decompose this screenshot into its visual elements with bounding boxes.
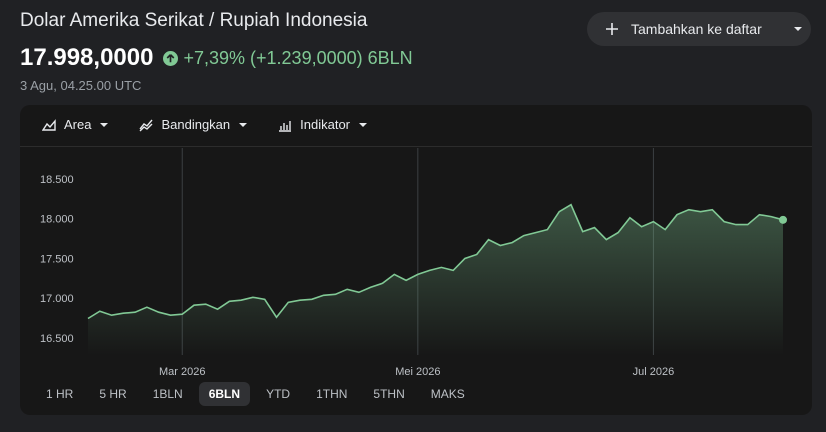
timestamp: 3 Agu, 04.25.00 UTC bbox=[20, 78, 142, 93]
up-icon bbox=[163, 50, 179, 66]
toolbar-label: Bandingkan bbox=[161, 117, 231, 132]
range-button[interactable]: MAKS bbox=[430, 387, 465, 401]
title: Dolar Amerika Serikat / Rupiah Indonesia bbox=[20, 10, 368, 31]
last-point bbox=[779, 215, 787, 224]
y-tick-label: 16.500 bbox=[40, 333, 74, 345]
plus-icon bbox=[606, 23, 618, 35]
change-percent: +7,39% bbox=[183, 47, 246, 68]
watchlist-button[interactable]: Tambahkan ke daftar bbox=[587, 12, 811, 46]
period: 6BLN bbox=[367, 47, 413, 68]
chart-card: Area Bandingkan Indikator 16.500 17.000 17.5… bbox=[20, 105, 812, 415]
toolbar-item[interactable]: Area bbox=[42, 117, 109, 132]
watchlist-label: Tambahkan ke daftar bbox=[631, 21, 762, 37]
y-tick-label: 18.500 bbox=[40, 174, 74, 186]
y-tick-label: 18.000 bbox=[40, 214, 74, 226]
change-value: (+1.239,0000) bbox=[250, 47, 363, 68]
price-row: 17.998,0000 +7,39% (+1.239,0000) 6BLN bbox=[20, 44, 413, 72]
separator bbox=[20, 146, 812, 147]
chart: 16.500 17.000 17.500 18.000 18.500 Mar 2026 Me… bbox=[40, 148, 787, 375]
dropdown-icon bbox=[100, 122, 109, 127]
range-button[interactable]: 1THN bbox=[316, 387, 348, 401]
price: 17.998,0000 bbox=[20, 44, 154, 71]
y-tick-label: 17.500 bbox=[40, 253, 74, 265]
change: +7,39% (+1.239,0000) 6BLN bbox=[163, 47, 413, 69]
tool-icon bbox=[139, 119, 154, 131]
toolbar-item[interactable]: Indikator bbox=[278, 117, 368, 132]
toolbar: Area Bandingkan Indikator bbox=[42, 117, 368, 132]
range-button[interactable]: 5 HR bbox=[99, 387, 127, 401]
range-button[interactable]: 1BLN bbox=[152, 387, 183, 401]
price-line bbox=[87, 203, 784, 320]
tool-icon bbox=[279, 120, 292, 132]
toolbar-item[interactable]: Bandingkan bbox=[139, 117, 248, 132]
tool-icon bbox=[42, 118, 56, 131]
x-tick-label: Mar 2026 bbox=[159, 366, 205, 375]
range-button[interactable]: 6BLN bbox=[198, 382, 251, 406]
dropdown-icon bbox=[793, 27, 802, 31]
dropdown-icon bbox=[239, 122, 248, 127]
range-bar: 1 HR 5 HR 1BLN 6BLN YTD 1THN 5THN MAKS bbox=[36, 382, 475, 406]
dropdown-icon bbox=[359, 122, 368, 127]
x-tick-label: Jul 2026 bbox=[633, 366, 675, 375]
range-button[interactable]: YTD bbox=[266, 387, 291, 401]
range-button[interactable]: 1 HR bbox=[46, 387, 74, 401]
toolbar-label: Indikator bbox=[300, 117, 351, 132]
area-fill bbox=[88, 204, 783, 355]
y-tick-label: 17.000 bbox=[40, 293, 74, 305]
range-button[interactable]: 5THN bbox=[373, 387, 405, 401]
x-tick-label: Mei 2026 bbox=[395, 366, 440, 375]
toolbar-label: Area bbox=[64, 117, 92, 132]
